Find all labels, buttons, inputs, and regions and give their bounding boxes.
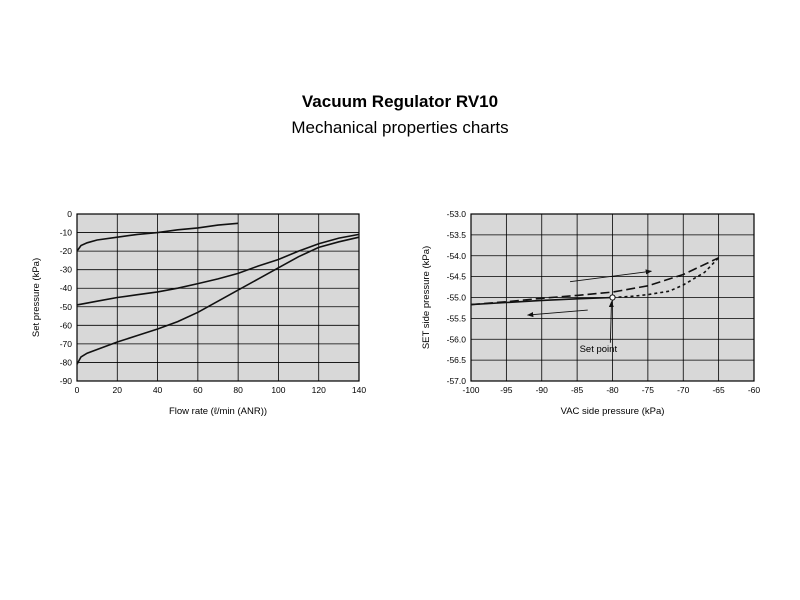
- series-line-2: [76, 233, 360, 306]
- x-tick-label: 80: [233, 385, 243, 395]
- y-tick-label: -90: [60, 376, 73, 386]
- series-line-1: [470, 296, 613, 306]
- x-tick-label: -80: [606, 385, 619, 395]
- flow-rate-chart: 0 20 40 60 80 100 120 140 0 -10 -20 -30 -40 -50 -60 -7…: [31, 209, 367, 417]
- x-tick-label: -65: [712, 385, 725, 395]
- x-tick-label: 100: [271, 385, 285, 395]
- y-tick-label: -57.0: [447, 376, 467, 386]
- x-tick-label: -85: [571, 385, 584, 395]
- x-tick-label: -60: [748, 385, 761, 395]
- y-tick-label: -50: [60, 302, 73, 312]
- x-tick-label: -95: [500, 385, 513, 395]
- y-axis-label: SET side pressure (kPa): [421, 246, 432, 349]
- x-tick-labels: 0 20 40 60 80 100 120 140: [75, 385, 367, 395]
- y-axis-label: Set pressure (kPa): [31, 258, 42, 337]
- y-tick-labels: -53.0 -53.5 -54.0 -54.5 -55.0 -55.5 -56.0 -56.5…: [447, 209, 467, 386]
- x-axis-label: Flow rate (ℓ/min (ANR)): [169, 406, 267, 417]
- y-tick-label: -53.0: [447, 209, 467, 219]
- x-tick-label: 0: [75, 385, 80, 395]
- decreasing-direction-arrow: [526, 309, 588, 318]
- y-tick-label: -53.5: [447, 230, 467, 240]
- y-tick-label: -56.0: [447, 334, 467, 344]
- x-tick-label: -75: [642, 385, 655, 395]
- grid: [76, 213, 360, 382]
- plot-area: [76, 213, 360, 382]
- y-tick-label: -20: [60, 246, 73, 256]
- x-tick-label: 120: [312, 385, 326, 395]
- x-axis-label: VAC side pressure (kPa): [561, 406, 665, 417]
- y-tick-label: -55.5: [447, 313, 467, 323]
- increasing-direction-arrow: [569, 269, 653, 283]
- y-tick-label: -56.5: [447, 355, 467, 365]
- x-tick-label: 60: [193, 385, 203, 395]
- set-point-marker: [609, 294, 616, 301]
- y-tick-label: -54.5: [447, 272, 467, 282]
- y-tick-label: -40: [60, 283, 73, 293]
- series-line-1: [76, 222, 239, 252]
- set-point-pointer: [608, 300, 614, 343]
- y-tick-label: -10: [60, 228, 73, 238]
- y-tick-labels: 0 -10 -20 -30 -40 -50 -60 -70 -80 -90: [60, 209, 73, 386]
- x-tick-label: 140: [352, 385, 366, 395]
- x-tick-label: -100: [462, 385, 479, 395]
- series-line-2: [470, 257, 719, 306]
- y-tick-label: -55.0: [447, 293, 467, 303]
- y-tick-label: -30: [60, 265, 73, 275]
- series-line-3: [76, 236, 360, 365]
- y-tick-label: -54.0: [447, 251, 467, 261]
- curves: [470, 257, 720, 306]
- annotations: Set point: [526, 269, 653, 355]
- page-title: Vacuum Regulator RV10: [301, 92, 499, 111]
- x-tick-label: 40: [153, 385, 163, 395]
- curves: [76, 222, 360, 365]
- y-tick-label: 0: [67, 209, 72, 219]
- x-tick-label: 20: [113, 385, 123, 395]
- series-line-3: [612, 257, 720, 299]
- x-tick-label: -70: [677, 385, 690, 395]
- x-tick-labels: -100 -95 -90 -85 -80 -75 -70 -65 -60: [462, 385, 760, 395]
- y-tick-label: -70: [60, 339, 73, 349]
- page-subtitle: Mechanical properties charts: [291, 118, 509, 137]
- x-tick-label: -90: [536, 385, 549, 395]
- y-tick-label: -80: [60, 357, 73, 367]
- set-point-label: Set point: [580, 344, 618, 355]
- y-tick-label: -60: [60, 320, 73, 330]
